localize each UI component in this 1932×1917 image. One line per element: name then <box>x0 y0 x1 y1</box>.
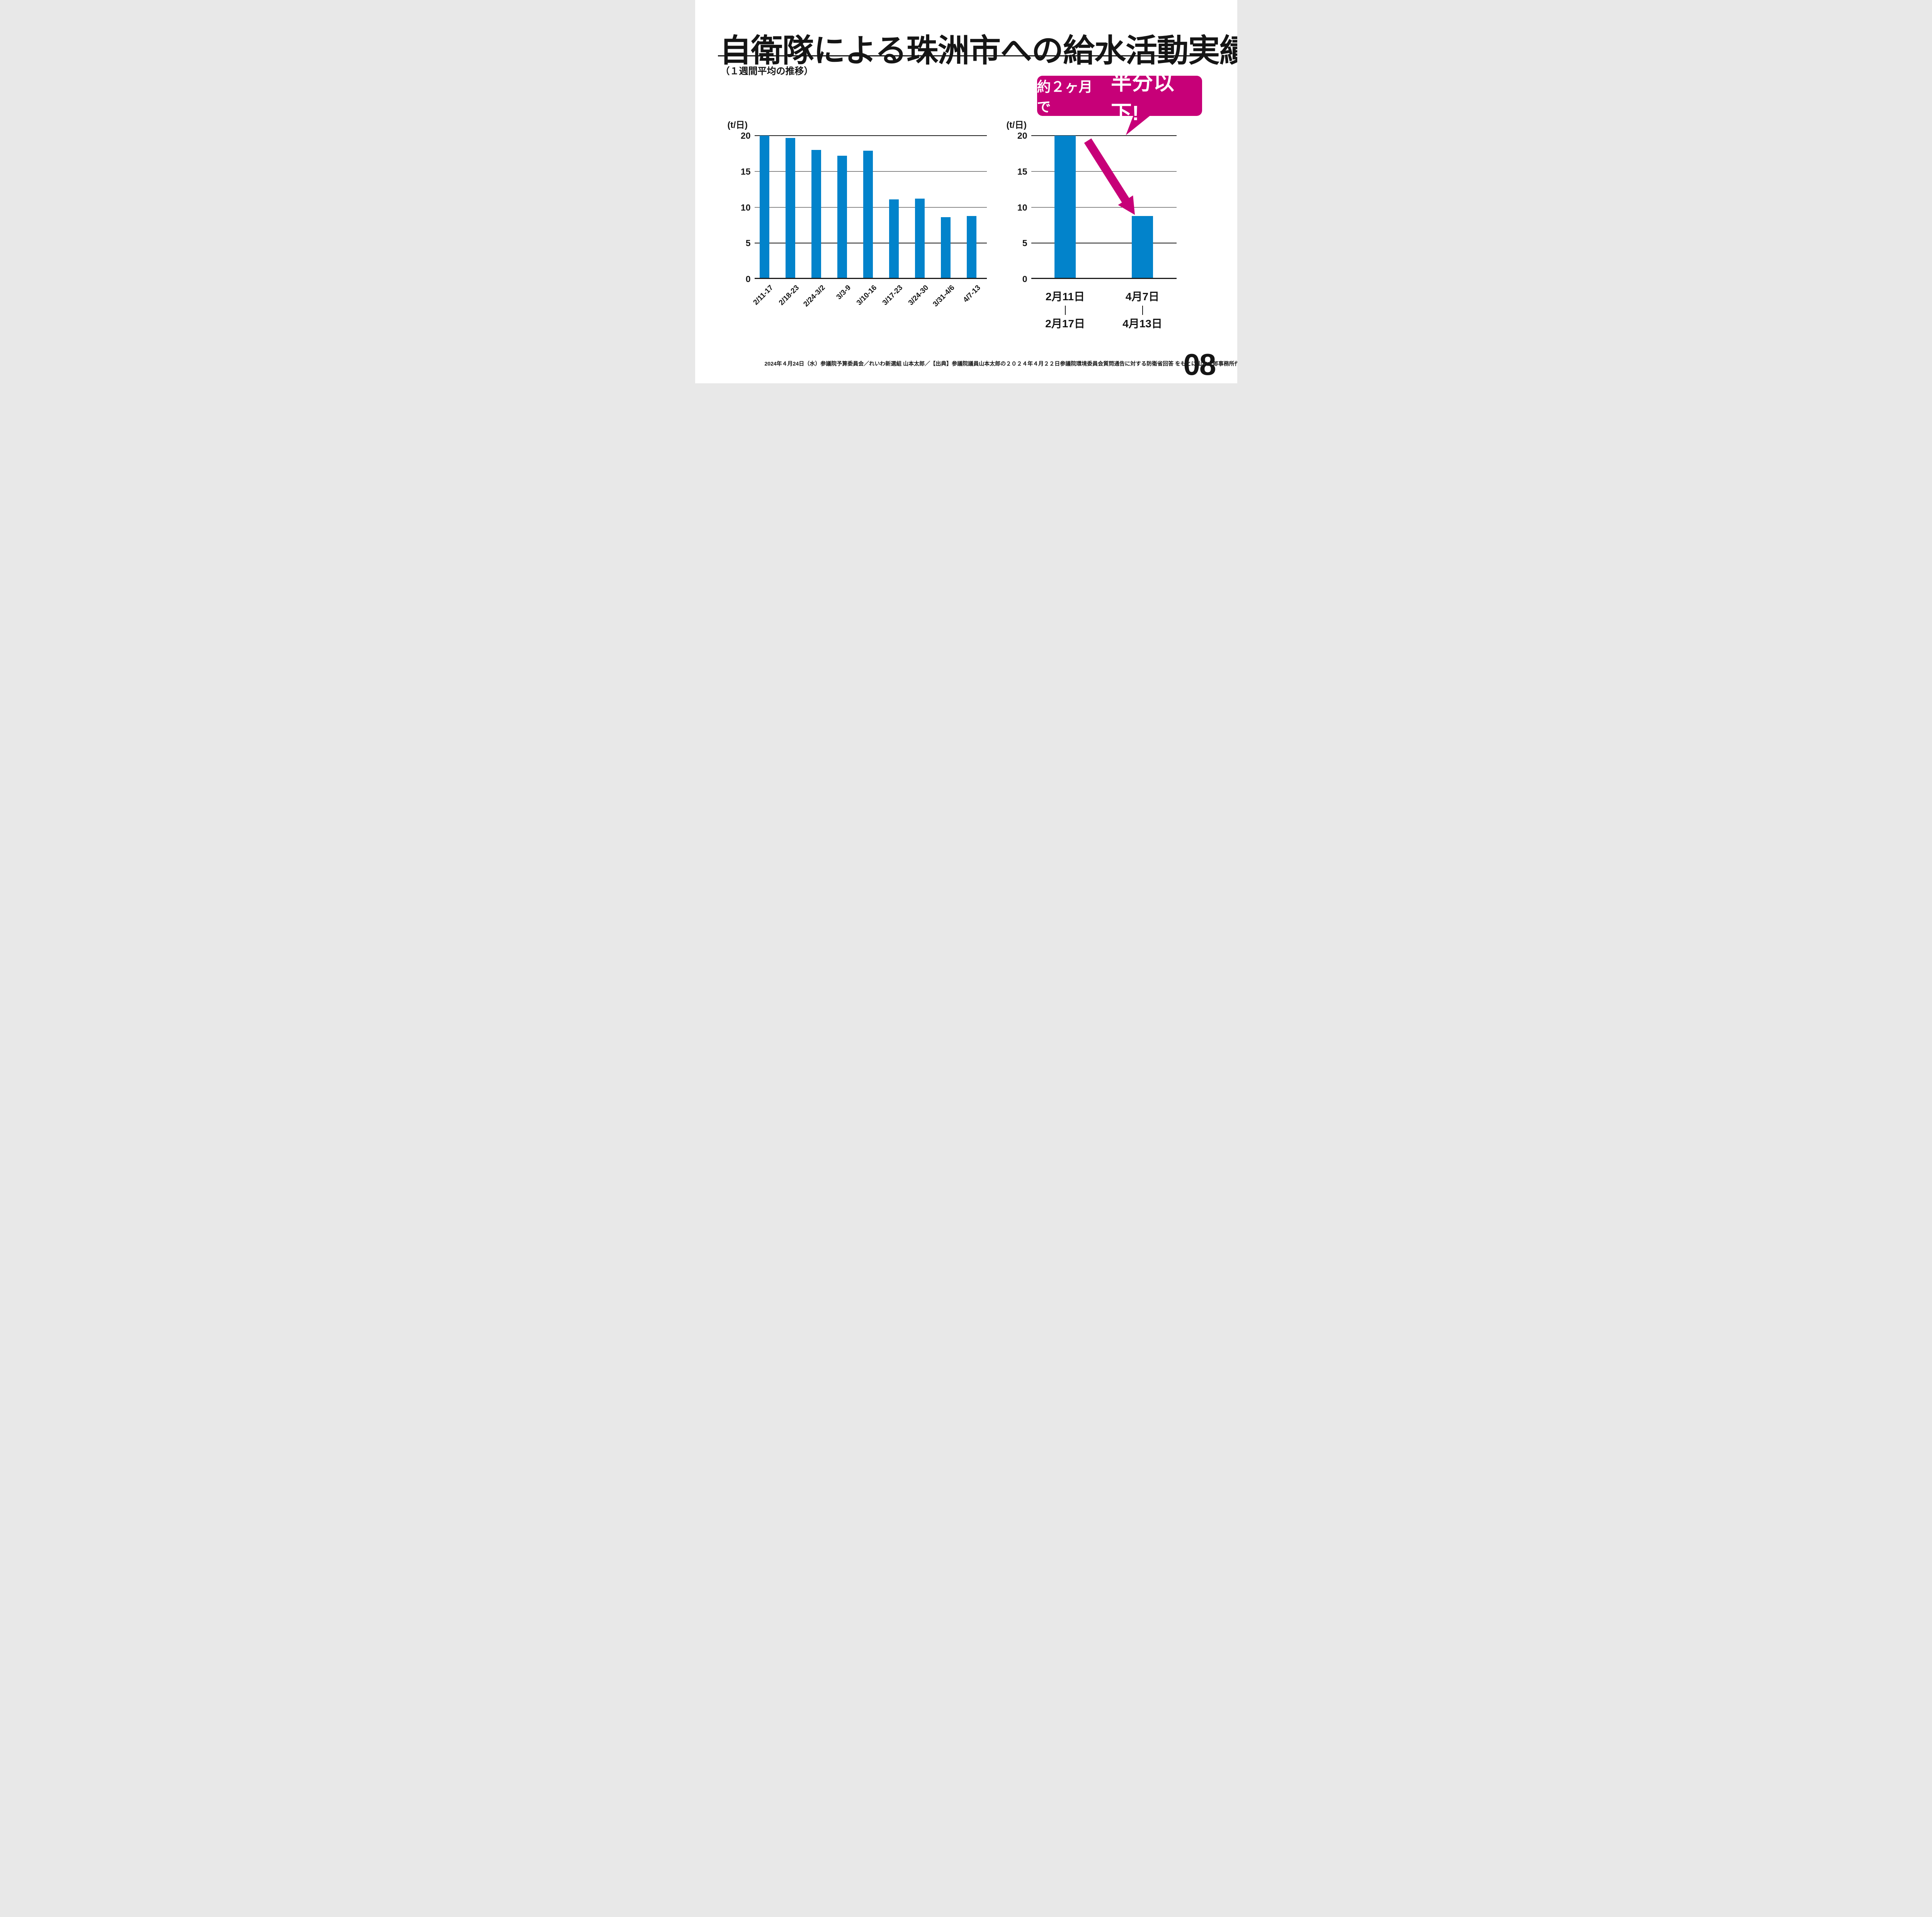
comparison-bar-chart: 0 5 10 15 20 2月11日 2月17日 4月7日 4月13日 <box>1017 131 1177 330</box>
x-axis-label-group: 4月7日 4月13日 <box>1108 291 1177 330</box>
bar <box>760 136 769 279</box>
gridline <box>754 278 987 279</box>
slide: 自衛隊による珠洲市への給水活動実績 （１週間平均の推移） (t/日) (t/日)… <box>695 0 1237 383</box>
x-axis-label: 2/11-17 <box>752 284 775 307</box>
page-number: 08 <box>1183 347 1216 381</box>
bar <box>1132 216 1153 279</box>
y-tick-label: 5 <box>1022 238 1027 248</box>
source-footer: 2024年４月24日（水）参議院予算委員会／れいわ新選組 山本太郎／【出典】参議… <box>764 361 1237 367</box>
y-tick-label: 5 <box>745 238 751 248</box>
x-axis-label: 4/7-13 <box>961 284 982 304</box>
x-axis-label: 3/17-23 <box>881 284 905 307</box>
bar <box>786 138 795 279</box>
bar <box>837 155 847 279</box>
bar <box>967 216 976 279</box>
bar <box>811 150 821 279</box>
callout-bubble: 約２ヶ月で 半分以下! <box>1037 71 1202 125</box>
gridline <box>754 135 987 136</box>
y-tick-label: 15 <box>740 166 751 177</box>
callout-text-large: 半分以下! <box>1111 71 1175 125</box>
x-axis-label: 3/31-4/6 <box>931 284 956 309</box>
page-title: 自衛隊による珠洲市への給水活動実績 <box>719 33 1237 68</box>
gridline <box>1031 135 1177 136</box>
bar <box>915 199 925 279</box>
gridline <box>1031 207 1177 208</box>
y-tick-label: 0 <box>1022 274 1027 284</box>
bar <box>1054 136 1076 279</box>
bar <box>863 150 873 279</box>
y-tick-label: 0 <box>745 274 751 284</box>
y-tick-label: 10 <box>740 202 751 213</box>
x-axis-label: 3/10-16 <box>855 284 879 307</box>
gridline <box>1031 278 1177 279</box>
left-chart-unit-label: (t/日) <box>727 120 748 130</box>
x-axis-date-start: 4月7日 <box>1125 291 1160 303</box>
y-tick-label: 10 <box>1017 202 1027 213</box>
date-range-connector <box>1065 306 1066 315</box>
bar <box>941 217 951 279</box>
title-underline <box>718 55 1218 56</box>
x-axis-label: 3/24-30 <box>906 284 930 307</box>
x-axis-date-start: 2月11日 <box>1045 291 1085 303</box>
y-tick-label: 20 <box>1017 131 1027 141</box>
right-chart-unit-label: (t/日) <box>1006 120 1027 130</box>
x-axis-label: 2/24-3/2 <box>802 284 827 309</box>
callout-text-small: 約２ヶ月で <box>1037 79 1093 115</box>
y-tick-label: 20 <box>740 131 751 141</box>
bar <box>889 199 899 279</box>
gridline <box>1031 171 1177 172</box>
x-axis-date-end: 2月17日 <box>1045 318 1085 330</box>
weekly-average-bar-chart: 0 5 10 15 20 2/11-17 2/18-23 2/24-3/2 3/3-9 3/10-… <box>741 131 987 308</box>
date-range-connector <box>1142 306 1143 315</box>
x-axis-label: 3/3-9 <box>835 284 853 301</box>
x-axis-date-end: 4月13日 <box>1122 318 1162 330</box>
subtitle: （１週間平均の推移） <box>720 66 813 77</box>
x-axis-label-group: 2月11日 2月17日 <box>1031 291 1100 330</box>
y-tick-label: 15 <box>1017 166 1027 177</box>
x-axis-label: 2/18-23 <box>777 284 801 307</box>
